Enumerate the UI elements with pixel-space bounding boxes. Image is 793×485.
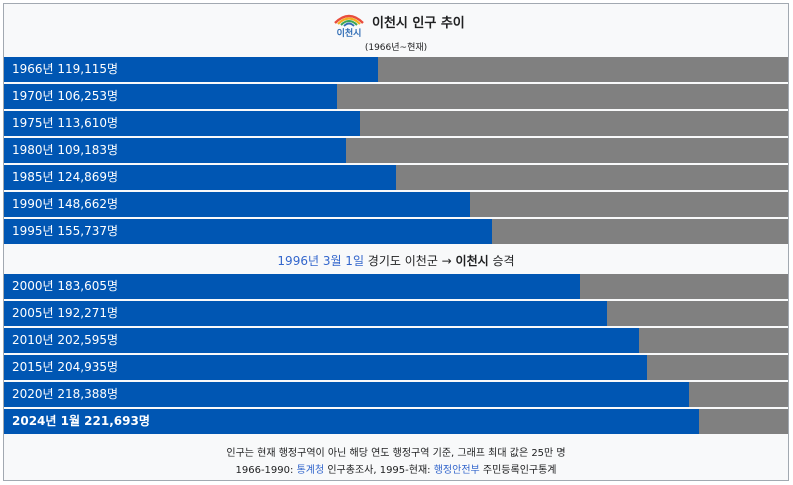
bar-row-11: 2020년 218,388명	[4, 382, 788, 407]
note-text-b: 승격	[488, 254, 515, 268]
date-link[interactable]: 1996년 3월 1일	[277, 254, 364, 268]
city-promotion-note: 1996년 3월 1일 경기도 이천군 → 이천시 승격	[4, 248, 788, 274]
bar-row-7: 2000년 183,605명	[4, 274, 788, 299]
bar-row-2: 1975년 113,610명	[4, 111, 788, 136]
footer-text-c: 주민등록인구통계	[479, 465, 557, 476]
bar-fill	[4, 138, 346, 163]
bar-fill	[4, 219, 492, 244]
bar-label: 2015년 204,935명	[12, 360, 119, 374]
bar-fill	[4, 274, 580, 299]
bar-label: 2010년 202,595명	[12, 333, 119, 347]
bar-label: 2020년 218,388명	[12, 387, 119, 401]
population-chart-frame: 이천시 이천시 인구 추이 (1966년~현재) 1966년 119,115명 1…	[3, 3, 789, 481]
bar-fill	[4, 355, 647, 380]
bar-row-1: 1970년 106,253명	[4, 84, 788, 109]
bar-fill	[4, 84, 337, 109]
icheon-logo: 이천시	[334, 14, 364, 39]
bar-fill	[4, 165, 396, 190]
bar-label: 2024년 1월 221,693명	[12, 414, 150, 428]
logo-text: 이천시	[337, 27, 362, 39]
bar-row-5: 1990년 148,662명	[4, 192, 788, 217]
bar-label: 1975년 113,610명	[12, 116, 119, 130]
ministry-link[interactable]: 행정안전부	[433, 465, 480, 476]
bar-row-6: 1995년 155,737명	[4, 219, 788, 244]
bar-label: 1985년 124,869명	[12, 170, 119, 184]
note-city-name: 이천시	[455, 254, 489, 268]
bar-fill	[4, 328, 639, 353]
chart-title: 이천시 인구 추이	[372, 16, 465, 31]
bar-fill	[4, 409, 699, 434]
note-text-a: 경기도 이천군 →	[363, 254, 456, 268]
bar-fill	[4, 192, 470, 217]
footer-note-1: 인구는 현재 행정구역이 아닌 해당 연도 행정구역 기준, 그래프 최대 값은…	[226, 448, 566, 459]
bar-row-0: 1966년 119,115명	[4, 57, 788, 82]
bar-row-8: 2005년 192,271명	[4, 301, 788, 326]
bar-fill	[4, 301, 607, 326]
bar-label: 2005년 192,271명	[12, 306, 119, 320]
bar-label: 1995년 155,737명	[12, 224, 119, 238]
chart-subtitle: (1966년~현재)	[364, 43, 428, 53]
bar-fill	[4, 382, 689, 407]
footer-text-a: 1966-1990:	[235, 465, 297, 476]
bar-label: 1966년 119,115명	[12, 62, 119, 76]
bar-row-4: 1985년 124,869명	[4, 165, 788, 190]
bar-label: 1970년 106,253명	[12, 89, 119, 103]
footer-note-2: 1966-1990: 통계청 인구총조사, 1995-현재: 행정안전부 주민등…	[4, 461, 788, 476]
bar-row-3: 1980년 109,183명	[4, 138, 788, 163]
bar-fill	[4, 111, 360, 136]
bar-fill	[4, 57, 378, 82]
statistics-korea-link[interactable]: 통계청	[296, 465, 325, 476]
chart-header: 이천시 이천시 인구 추이 (1966년~현재)	[4, 4, 788, 58]
bar-row-9: 2010년 202,595명	[4, 328, 788, 353]
bar-label: 1990년 148,662명	[12, 197, 119, 211]
bar-label: 2000년 183,605명	[12, 279, 119, 293]
footer-text-b: 인구총조사, 1995-현재:	[324, 465, 434, 476]
bar-row-10: 2015년 204,935명	[4, 355, 788, 380]
bar-label: 1980년 109,183명	[12, 143, 119, 157]
bar-row-12: 2024년 1월 221,693명	[4, 409, 788, 434]
